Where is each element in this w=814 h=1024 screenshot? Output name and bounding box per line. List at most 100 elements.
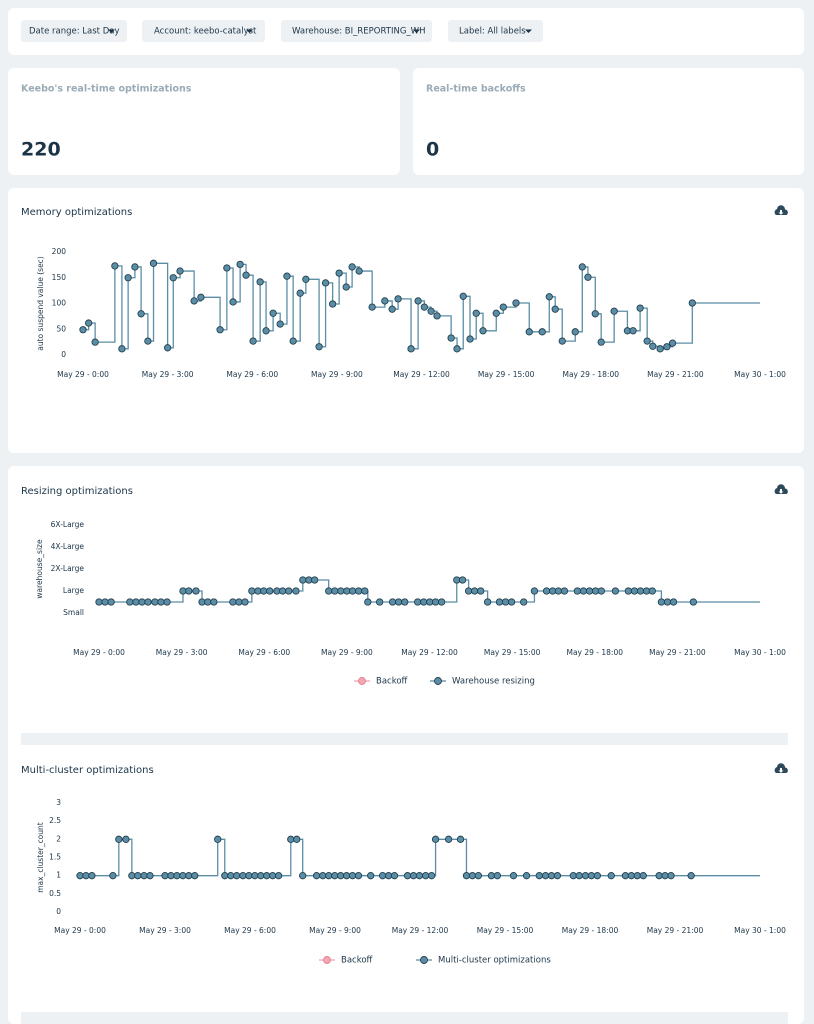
data-point [109, 872, 117, 880]
data-point [239, 872, 247, 880]
y-tick-label: 4X-Large [51, 542, 85, 551]
data-point [107, 598, 115, 606]
x-tick-label: May 29 - 12:00 [401, 648, 458, 657]
filter-pill[interactable]: Date range: Last Day [21, 20, 127, 42]
chart-title: Memory optimizations [21, 207, 132, 218]
data-point [163, 598, 171, 606]
x-tick-label: May 29 - 9:00 [309, 926, 361, 935]
data-point [263, 872, 271, 880]
pill-bg [142, 20, 265, 42]
chart-title: Multi-cluster optimizations [21, 765, 154, 776]
data-point [368, 303, 376, 311]
data-point [236, 260, 244, 269]
data-point [466, 335, 474, 343]
stat-value: 0 [426, 139, 439, 161]
data-point [88, 872, 96, 880]
filter-pill[interactable]: Account: keebo-catalyst [142, 20, 265, 42]
data-point [388, 305, 396, 313]
download-arrow [778, 768, 784, 773]
x-tick-label: May 29 - 18:00 [562, 370, 619, 379]
data-point [348, 872, 357, 880]
y-tick-label: 0.5 [49, 889, 61, 898]
data-point [361, 587, 369, 595]
data-point [573, 587, 582, 595]
data-point [299, 872, 307, 880]
x-tick-label: May 30 - 1:00 [734, 648, 786, 657]
data-point [597, 338, 605, 346]
data-point [558, 337, 566, 345]
data-point [431, 598, 440, 606]
x-tick-label: May 29 - 12:00 [393, 370, 450, 379]
data-point [447, 334, 455, 342]
data-point [354, 872, 363, 880]
y-tick-label: 0 [61, 350, 66, 359]
data-point [210, 598, 218, 606]
dropdown-arrow [108, 29, 115, 33]
data-point [509, 872, 518, 880]
x-tick-label: May 29 - 3:00 [142, 370, 194, 379]
data-point [464, 587, 473, 595]
x-tick-label: May 29 - 0:00 [57, 370, 109, 379]
data-point [636, 587, 645, 595]
download-button[interactable] [774, 763, 788, 773]
y-tick-label: 2X-Large [51, 564, 85, 573]
data-point [292, 587, 300, 595]
data-point [342, 872, 351, 880]
data-point [95, 598, 103, 606]
data-point [553, 872, 562, 880]
data-point [520, 598, 528, 606]
data-point [221, 872, 229, 880]
data-point [453, 345, 461, 353]
data-point [299, 576, 307, 584]
x-tick-label: May 29 - 6:00 [226, 370, 278, 379]
data-point [545, 293, 553, 301]
pill-bg [448, 20, 543, 42]
data-point [82, 872, 90, 880]
filter-pill[interactable]: Label: All labels [448, 20, 543, 42]
data-point [111, 262, 119, 270]
download-button[interactable] [774, 205, 788, 215]
data-point [315, 343, 323, 351]
data-point [348, 263, 356, 271]
data-point [169, 274, 177, 282]
data-point [302, 275, 310, 283]
data-point [688, 299, 696, 307]
data-point [414, 598, 422, 606]
data-point [649, 342, 657, 350]
stat-label: Real-time backoffs [426, 84, 526, 95]
data-point [431, 835, 440, 843]
data-point [663, 343, 671, 351]
data-point [242, 271, 250, 279]
data-point [179, 872, 187, 880]
chart-title: Resizing optimizations [21, 486, 133, 497]
filter-pill[interactable]: Warehouse: BI_REPORTING_WH [281, 20, 432, 42]
data-point [462, 872, 471, 880]
data-point [587, 872, 596, 880]
data-point [591, 310, 599, 318]
data-point [479, 327, 487, 335]
data-point [190, 297, 198, 305]
data-point [663, 598, 672, 606]
data-point [597, 587, 606, 595]
data-point [137, 310, 145, 318]
y-tick-label: 1 [56, 871, 61, 880]
data-point [593, 872, 602, 880]
data-point [581, 872, 590, 880]
data-point [474, 872, 483, 880]
chart-card [8, 188, 804, 453]
data-point [648, 587, 656, 595]
x-tick-label: May 29 - 0:00 [73, 648, 125, 657]
data-point [584, 273, 592, 281]
pill-bg [281, 20, 432, 42]
data-point [655, 872, 663, 880]
data-point [337, 872, 345, 880]
data-point [477, 587, 485, 595]
data-point [388, 598, 397, 606]
x-tick-label: May 29 - 9:00 [321, 648, 373, 657]
download-button[interactable] [774, 484, 788, 494]
data-point [390, 872, 399, 880]
data-point [192, 587, 200, 595]
data-point [84, 319, 93, 327]
data-point [331, 872, 339, 880]
data-point [274, 872, 283, 880]
